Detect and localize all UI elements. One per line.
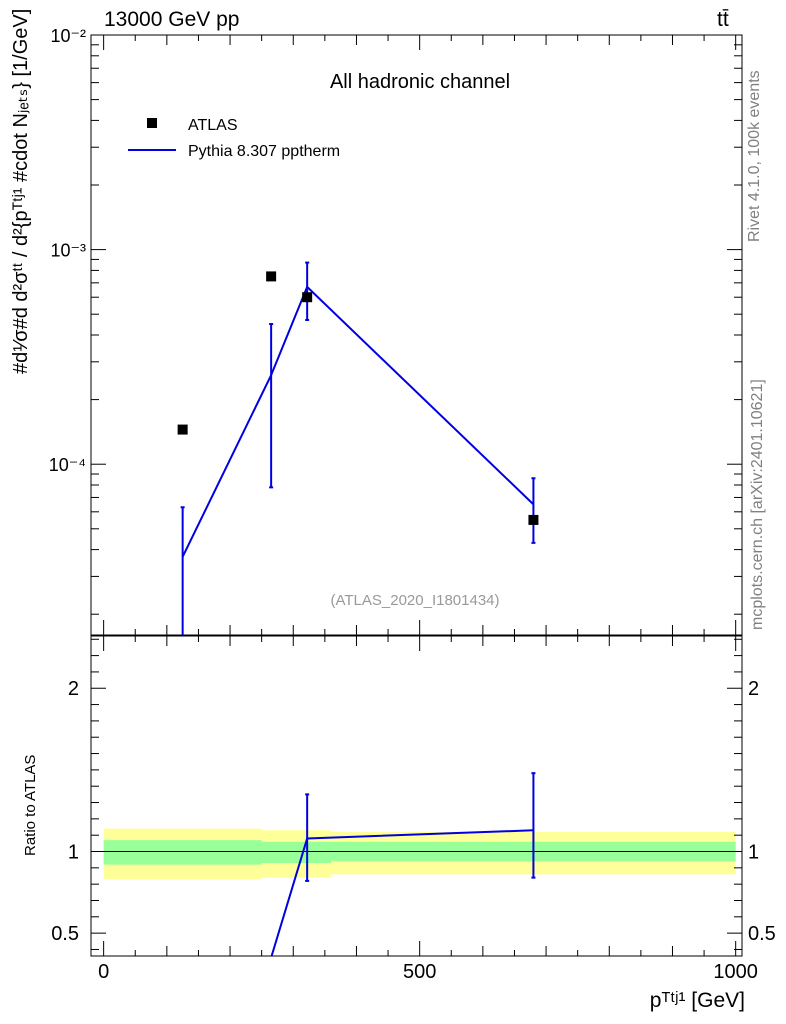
axes-frames <box>90 34 743 957</box>
ratio-y-tick-label-right: 2 <box>748 678 759 700</box>
ratio-pythia-line <box>270 829 534 956</box>
ratio-y-tick-label-right: 0.5 <box>748 923 776 945</box>
legend-pythia-label: Pythia 8.307 pptherm <box>188 143 340 160</box>
collision-energy-label: 13000 GeV pp <box>104 8 240 31</box>
atlas-data-point <box>528 514 539 525</box>
x-axis-label: pᵀᵗʲ¹ [GeV] <box>650 989 745 1012</box>
x-tick-label: 1000 <box>713 961 758 983</box>
atlas-data-point <box>177 424 188 435</box>
ratio-y-tick-label-right: 1 <box>748 842 759 864</box>
ratio-y-tick-label-left: 1 <box>68 842 79 864</box>
legend-atlas-marker <box>147 118 157 128</box>
ratio-y-tick-label-left: 2 <box>68 678 79 700</box>
ratio-plot-series <box>270 772 536 956</box>
main-y-tick-label: 10⁻² <box>50 26 86 46</box>
ratio-band-stat <box>103 840 736 865</box>
legend-atlas-label: ATLAS <box>188 117 238 134</box>
tick-labels: 10⁻² 10⁻³ 10⁻⁴ 2 2 1 1 0.5 0.5 0 500 1000 <box>49 26 776 983</box>
ratio-bands <box>103 828 736 880</box>
axis-ticks <box>91 34 742 956</box>
legend: ATLAS Pythia 8.307 pptherm <box>128 117 340 160</box>
analysis-watermark: (ATLAS_2020_I1801434) <box>330 592 499 609</box>
pythia-line <box>181 285 535 558</box>
atlas-data-point <box>302 292 313 303</box>
main-y-tick-label: 10⁻⁴ <box>49 455 86 475</box>
x-tick-label: 0 <box>98 961 109 983</box>
ratio-y-tick-label-left: 0.5 <box>51 923 79 945</box>
x-tick-label: 500 <box>403 961 436 983</box>
atlas-data-point <box>266 271 277 282</box>
main-plot-series <box>177 261 539 635</box>
plot-title: All hadronic channel <box>330 71 510 93</box>
main-y-tick-label: 10⁻³ <box>50 241 86 261</box>
ratio-frame <box>90 635 743 957</box>
process-label: tt̄ <box>717 8 729 31</box>
